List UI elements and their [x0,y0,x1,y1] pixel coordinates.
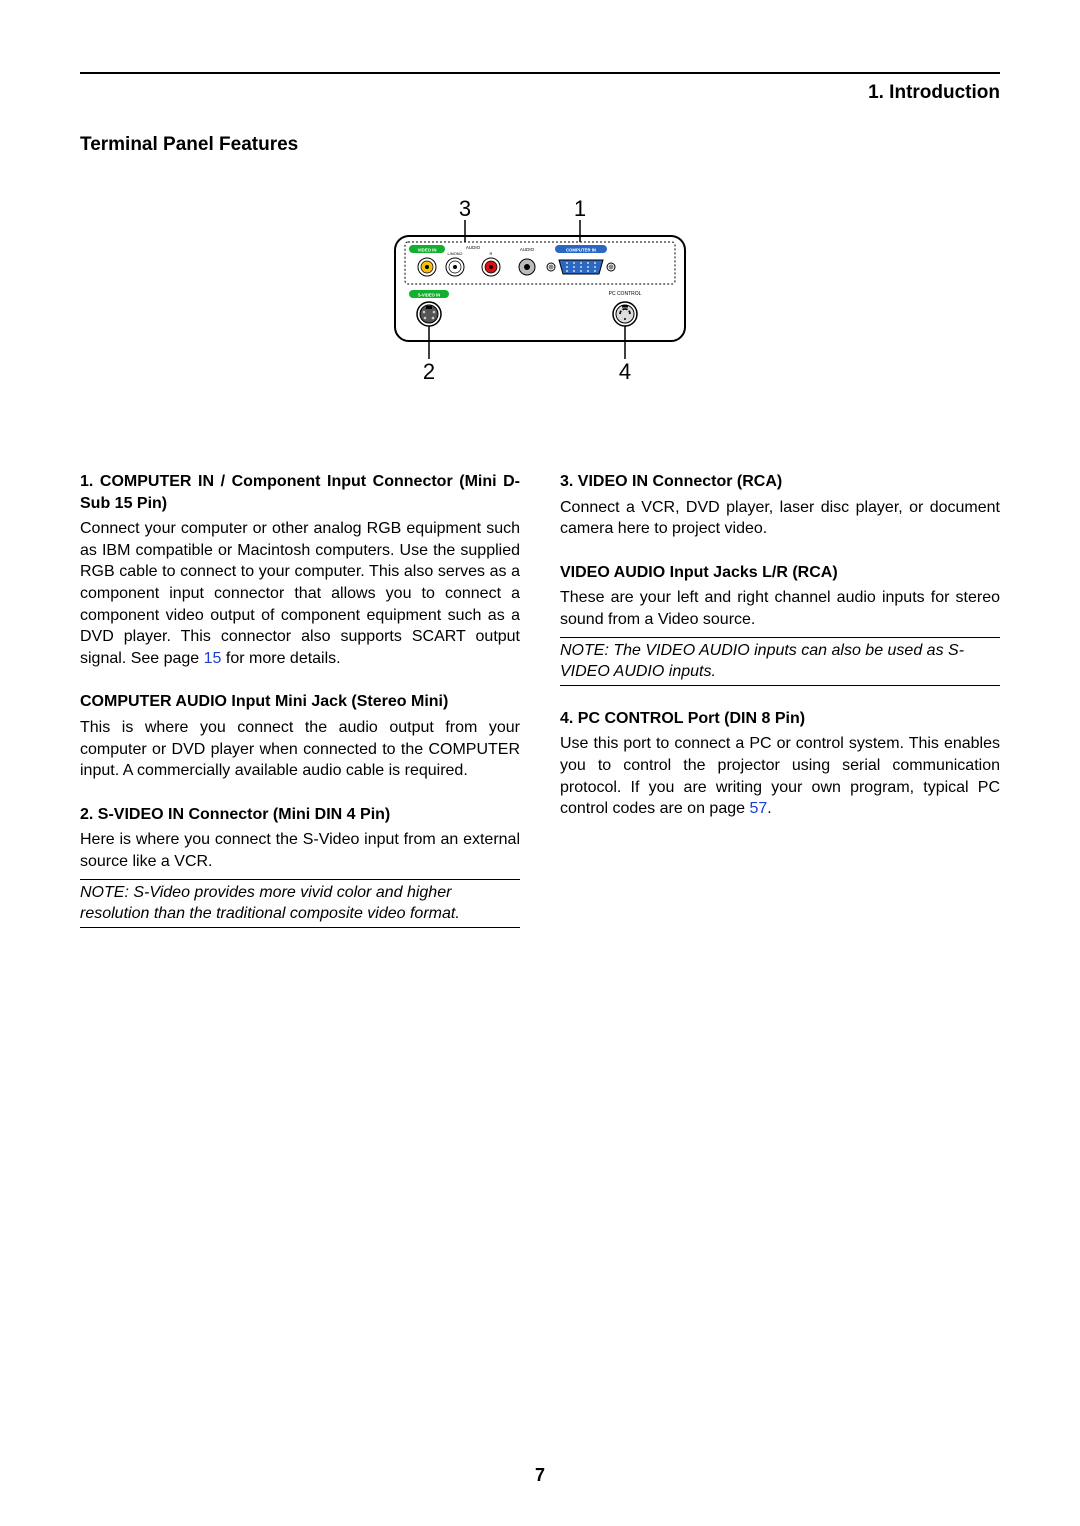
terminal-panel-diagram: 31VIDEO INAUDIOL/MONORAUDIOCOMPUTER INS-… [80,196,1000,411]
feature-subtitle: VIDEO AUDIO Input Jacks L/R (RCA) [560,562,1000,584]
feature-body: These are your left and right channel au… [560,587,1000,630]
feature-body: Here is where you connect the S-Video in… [80,829,520,872]
feature-title: 2. S-VIDEO IN Connector (Mini DIN 4 Pin) [80,804,520,826]
svg-text:VIDEO IN: VIDEO IN [418,248,437,253]
svg-text:PC CONTROL: PC CONTROL [609,291,642,297]
feature-title: 1. COMPUTER IN / Component Input Connect… [80,471,520,514]
chapter-title: 1. Introduction [80,82,1000,104]
feature-body: Connect a VCR, DVD player, laser disc pl… [560,497,1000,540]
svg-text:1: 1 [574,196,586,221]
svg-text:AUDIO: AUDIO [466,245,481,250]
svg-text:4: 4 [619,359,631,384]
svg-text:AUDIO: AUDIO [520,247,535,252]
feature-body: Connect your computer or other analog RG… [80,518,520,669]
svg-text:L/MONO: L/MONO [448,252,463,256]
page-link[interactable]: 15 [204,650,222,667]
section-title: Terminal Panel Features [80,134,1000,156]
svg-text:R: R [490,251,493,256]
feature-subtitle: COMPUTER AUDIO Input Mini Jack (Stereo M… [80,691,520,713]
header-rule [80,70,1000,74]
content-columns: 1. COMPUTER IN / Component Input Connect… [80,471,1000,950]
svg-text:3: 3 [459,196,471,221]
svg-text:COMPUTER IN: COMPUTER IN [566,248,596,253]
feature-item: 3. VIDEO IN Connector (RCA) Connect a VCR… [560,471,1000,540]
svg-text:2: 2 [423,359,435,384]
page-number: 7 [0,1465,1080,1486]
feature-note: NOTE: The VIDEO AUDIO inputs can also be… [560,637,1000,686]
feature-item: COMPUTER AUDIO Input Mini Jack (Stereo M… [80,691,520,781]
svg-text:S-VIDEO IN: S-VIDEO IN [418,293,441,298]
right-column: 3. VIDEO IN Connector (RCA) Connect a VCR… [560,471,1000,950]
left-column: 1. COMPUTER IN / Component Input Connect… [80,471,520,950]
feature-item: 2. S-VIDEO IN Connector (Mini DIN 4 Pin)… [80,804,520,928]
feature-item: 1. COMPUTER IN / Component Input Connect… [80,471,520,669]
feature-item: VIDEO AUDIO Input Jacks L/R (RCA) These a… [560,562,1000,686]
page-link[interactable]: 57 [749,800,767,817]
feature-title: 3. VIDEO IN Connector (RCA) [560,471,1000,493]
feature-body: Use this port to connect a PC or control… [560,733,1000,819]
feature-body: This is where you connect the audio outp… [80,717,520,782]
feature-item: 4. PC CONTROL Port (DIN 8 Pin) Use this p… [560,708,1000,820]
feature-title: 4. PC CONTROL Port (DIN 8 Pin) [560,708,1000,730]
feature-note: NOTE: S-Video provides more vivid color … [80,879,520,928]
